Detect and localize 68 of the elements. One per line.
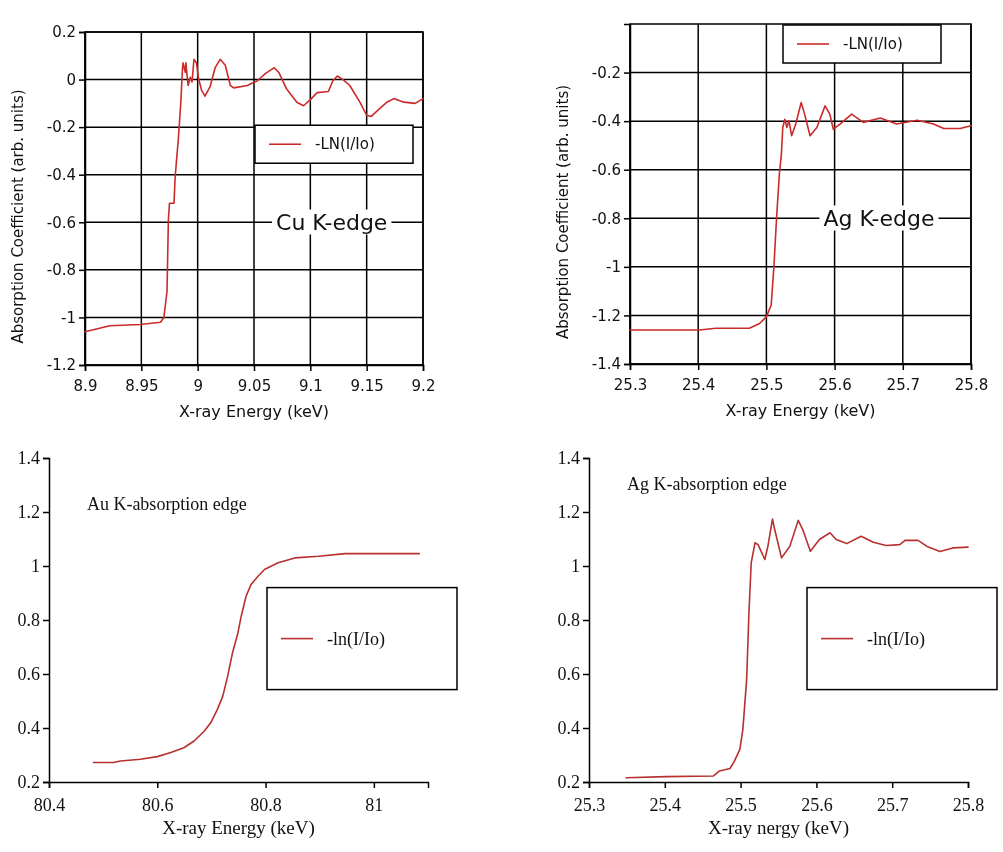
y-tick-label: -0.8	[591, 209, 621, 228]
x-tick-label: 9.1	[298, 376, 323, 395]
line-series	[92, 552, 421, 764]
y-tick-label: -0.6	[46, 213, 76, 232]
x-axis-title: X-ray Energy (keV)	[179, 402, 329, 421]
x-axis-title: X-ray Energy (keV)	[725, 401, 876, 420]
annotation: Cu K-edge	[276, 209, 388, 235]
y-tick-label: 1.4	[17, 448, 40, 469]
y-tick-label: 0.8	[557, 610, 580, 631]
y-tick-label: 0.2	[52, 23, 76, 42]
annotation: Ag K-edge	[823, 205, 935, 231]
y-tick-label: 0.4	[17, 718, 40, 739]
x-tick-label: 8.9	[73, 376, 98, 395]
x-tick-label: 9.15	[350, 376, 384, 395]
y-tick-label: 0.8	[17, 610, 40, 631]
y-tick-label: 0	[66, 70, 76, 89]
x-tick-label: 25.3	[573, 794, 606, 815]
x-tick-label: 25.3	[613, 375, 648, 394]
x-tick-label: 25.6	[801, 794, 833, 815]
annotation: Au K-absorption edge	[86, 493, 247, 514]
x-tick-label: 9	[193, 376, 203, 395]
y-tick-label: 0.2	[17, 772, 40, 793]
x-tick-label: 9.05	[237, 376, 272, 395]
x-tick-label: 9.2	[411, 376, 436, 395]
y-tick-label: -0.8	[46, 261, 76, 280]
y-tick-label: -1.4	[591, 355, 621, 374]
y-axis-title: Absorption Coefficient (arb. units)	[554, 84, 572, 340]
x-axis-title: X-ray Energy (keV)	[162, 817, 315, 839]
annotation: Ag K-absorption edge	[626, 474, 787, 495]
x-tick-label: 25.7	[886, 375, 920, 394]
x-tick-label: 25.6	[818, 375, 852, 394]
y-tick-label: 1.4	[557, 448, 580, 469]
x-tick-label: 25.5	[725, 794, 757, 815]
y-tick-label: -0.2	[591, 63, 621, 82]
line-series	[625, 518, 969, 779]
y-tick-label: -0.4	[46, 166, 76, 185]
x-tick-label: 25.4	[649, 794, 682, 815]
x-tick-label: 25.7	[876, 794, 909, 815]
x-tick-label: 80.4	[33, 794, 66, 815]
y-tick-label: -1	[606, 258, 621, 277]
x-tick-label: 25.4	[682, 375, 716, 394]
x-tick-label: 25.8	[954, 375, 989, 394]
y-tick-label: 1	[31, 556, 40, 577]
y-tick-label: 1.2	[557, 502, 580, 523]
legend-label: -LN(I/Io)	[315, 135, 375, 154]
legend-label: -ln(I/Io)	[327, 628, 385, 650]
y-tick-label: -1.2	[591, 306, 621, 325]
y-tick-label: 0.4	[557, 718, 580, 739]
y-tick-label: -0.6	[591, 161, 621, 180]
x-tick-label: 25.5	[750, 375, 784, 394]
y-axis-title: Absorption Coefficient (arb. units)	[9, 89, 27, 344]
y-tick-label: -0.4	[591, 112, 621, 131]
legend-label: -ln(I/Io)	[867, 628, 925, 650]
y-tick-label: 1	[571, 556, 580, 577]
x-tick-label: 81	[365, 794, 384, 815]
y-tick-label: -1	[61, 308, 76, 327]
y-tick-label: -0.2	[46, 118, 76, 137]
x-tick-label: 80.6	[142, 794, 174, 815]
x-tick-label: 8.95	[125, 376, 159, 395]
legend-label: -LN(I/Io)	[843, 35, 903, 54]
x-axis-title: X-ray nergy (keV)	[707, 817, 850, 839]
y-tick-label: 0.6	[17, 664, 40, 685]
y-tick-label: 0.2	[557, 772, 580, 793]
y-tick-label: 1.2	[17, 502, 40, 523]
x-tick-label: 80.8	[250, 794, 282, 815]
y-tick-label: -1.2	[46, 356, 76, 375]
x-tick-label: 25.8	[952, 794, 985, 815]
y-tick-label: 0.6	[557, 664, 580, 685]
